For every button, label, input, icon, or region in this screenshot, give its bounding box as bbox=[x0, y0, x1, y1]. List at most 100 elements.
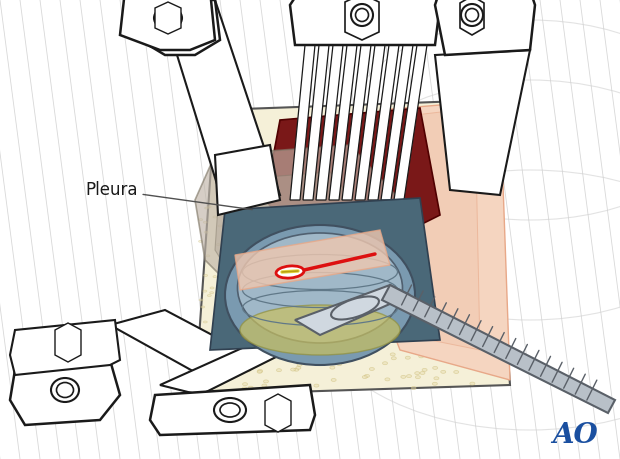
Ellipse shape bbox=[236, 242, 239, 244]
Ellipse shape bbox=[218, 225, 222, 227]
Ellipse shape bbox=[208, 333, 211, 335]
Ellipse shape bbox=[418, 355, 423, 358]
Ellipse shape bbox=[340, 345, 345, 347]
Ellipse shape bbox=[470, 382, 475, 385]
Ellipse shape bbox=[220, 403, 240, 417]
Polygon shape bbox=[10, 360, 120, 425]
Ellipse shape bbox=[199, 218, 203, 221]
Ellipse shape bbox=[207, 295, 211, 297]
Ellipse shape bbox=[198, 241, 203, 242]
Ellipse shape bbox=[276, 266, 304, 278]
Ellipse shape bbox=[344, 358, 349, 361]
Ellipse shape bbox=[314, 384, 319, 387]
Ellipse shape bbox=[332, 330, 337, 333]
Ellipse shape bbox=[258, 369, 263, 373]
Ellipse shape bbox=[219, 256, 223, 258]
Text: Pleura: Pleura bbox=[85, 181, 252, 210]
Ellipse shape bbox=[231, 345, 235, 347]
Polygon shape bbox=[120, 0, 215, 50]
Ellipse shape bbox=[440, 342, 445, 346]
Polygon shape bbox=[160, 340, 290, 395]
Ellipse shape bbox=[286, 386, 291, 390]
Ellipse shape bbox=[467, 358, 472, 360]
Ellipse shape bbox=[224, 355, 228, 357]
Ellipse shape bbox=[337, 363, 342, 366]
Ellipse shape bbox=[204, 231, 208, 233]
Ellipse shape bbox=[232, 345, 237, 348]
Ellipse shape bbox=[461, 363, 466, 366]
Ellipse shape bbox=[225, 225, 415, 365]
Ellipse shape bbox=[210, 365, 213, 368]
Ellipse shape bbox=[235, 270, 239, 273]
Ellipse shape bbox=[383, 362, 388, 365]
Polygon shape bbox=[342, 45, 371, 200]
Ellipse shape bbox=[407, 375, 412, 378]
Polygon shape bbox=[150, 385, 315, 435]
Ellipse shape bbox=[461, 4, 483, 26]
Ellipse shape bbox=[214, 398, 246, 422]
Ellipse shape bbox=[351, 4, 373, 26]
Ellipse shape bbox=[206, 344, 210, 346]
Ellipse shape bbox=[370, 368, 374, 370]
Polygon shape bbox=[381, 45, 413, 200]
Ellipse shape bbox=[302, 351, 308, 354]
Text: AO: AO bbox=[552, 421, 598, 448]
Ellipse shape bbox=[429, 339, 434, 341]
Ellipse shape bbox=[234, 360, 237, 362]
Ellipse shape bbox=[297, 363, 302, 366]
Polygon shape bbox=[55, 323, 81, 362]
Ellipse shape bbox=[202, 364, 206, 366]
Ellipse shape bbox=[454, 370, 459, 374]
Ellipse shape bbox=[362, 375, 367, 379]
Ellipse shape bbox=[368, 349, 374, 353]
Ellipse shape bbox=[421, 334, 426, 336]
Ellipse shape bbox=[213, 216, 217, 218]
Polygon shape bbox=[329, 45, 357, 200]
Ellipse shape bbox=[217, 340, 221, 342]
Ellipse shape bbox=[385, 378, 390, 381]
Ellipse shape bbox=[331, 379, 336, 381]
Ellipse shape bbox=[216, 244, 220, 246]
Ellipse shape bbox=[264, 380, 268, 383]
Ellipse shape bbox=[365, 375, 370, 377]
Ellipse shape bbox=[254, 362, 259, 365]
Ellipse shape bbox=[236, 344, 239, 346]
Ellipse shape bbox=[273, 353, 278, 356]
Polygon shape bbox=[10, 320, 120, 375]
Ellipse shape bbox=[270, 329, 275, 332]
Ellipse shape bbox=[203, 321, 207, 323]
Ellipse shape bbox=[199, 299, 203, 301]
Polygon shape bbox=[155, 2, 181, 34]
Ellipse shape bbox=[422, 369, 427, 371]
Ellipse shape bbox=[222, 355, 226, 357]
Ellipse shape bbox=[333, 342, 338, 345]
Ellipse shape bbox=[420, 340, 425, 343]
Polygon shape bbox=[210, 198, 440, 350]
Ellipse shape bbox=[203, 221, 207, 223]
Ellipse shape bbox=[242, 383, 247, 386]
Ellipse shape bbox=[226, 303, 230, 306]
Polygon shape bbox=[160, 0, 280, 210]
Polygon shape bbox=[235, 230, 390, 290]
Ellipse shape bbox=[222, 357, 226, 358]
Ellipse shape bbox=[223, 334, 228, 337]
Ellipse shape bbox=[207, 206, 211, 208]
Ellipse shape bbox=[433, 366, 438, 369]
Ellipse shape bbox=[257, 370, 262, 373]
Ellipse shape bbox=[229, 374, 233, 376]
Ellipse shape bbox=[296, 366, 301, 369]
Ellipse shape bbox=[391, 357, 396, 360]
Polygon shape bbox=[265, 394, 291, 432]
Ellipse shape bbox=[215, 378, 219, 380]
Ellipse shape bbox=[223, 218, 228, 220]
Polygon shape bbox=[295, 285, 410, 335]
Ellipse shape bbox=[355, 9, 368, 22]
Ellipse shape bbox=[210, 292, 214, 294]
Ellipse shape bbox=[208, 368, 212, 369]
Ellipse shape bbox=[248, 386, 253, 389]
Ellipse shape bbox=[242, 387, 247, 390]
Polygon shape bbox=[368, 45, 399, 200]
Ellipse shape bbox=[420, 371, 425, 375]
Ellipse shape bbox=[201, 306, 205, 308]
Ellipse shape bbox=[226, 355, 231, 358]
